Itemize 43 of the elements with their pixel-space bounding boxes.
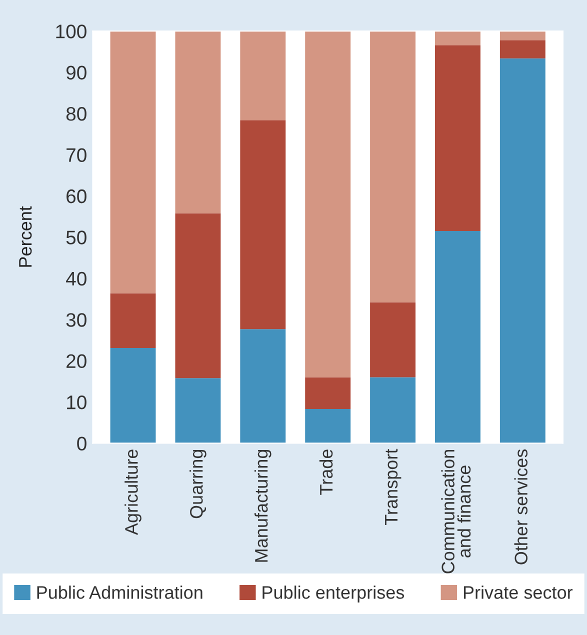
bar bbox=[305, 31, 351, 378]
x-tick-label: Transport bbox=[385, 448, 402, 525]
x-tick-label: Agriculture bbox=[124, 450, 142, 536]
bar bbox=[240, 329, 286, 444]
bar bbox=[370, 31, 416, 302]
bar bbox=[370, 302, 416, 378]
x-tick-label: Manufacturing bbox=[254, 450, 272, 562]
y-tick-label: 70 bbox=[66, 148, 86, 162]
y-tick-label: 100 bbox=[56, 24, 86, 38]
bar bbox=[240, 120, 286, 330]
bar bbox=[500, 40, 546, 58]
y-tick-label: 60 bbox=[66, 189, 86, 204]
bar bbox=[305, 409, 351, 444]
x-tick-label: Quarring bbox=[190, 450, 206, 518]
bar bbox=[434, 31, 480, 46]
x-tick-label: Trade bbox=[319, 450, 333, 495]
bar bbox=[434, 230, 480, 444]
y-tick-label: 50 bbox=[66, 230, 86, 244]
bar bbox=[110, 293, 156, 348]
y-tick-label: 10 bbox=[67, 395, 86, 410]
legend-label: Private sector bbox=[464, 586, 573, 599]
bar bbox=[110, 348, 156, 444]
y-tick-label: 80 bbox=[66, 107, 86, 121]
x-tick-label: Other services bbox=[514, 449, 528, 564]
bar bbox=[110, 31, 156, 294]
bar bbox=[305, 377, 351, 410]
y-tick-label: 20 bbox=[66, 354, 86, 368]
y-tick-label: 40 bbox=[66, 272, 86, 286]
bar bbox=[175, 378, 221, 444]
y-tick-label: 90 bbox=[66, 66, 86, 80]
bar bbox=[175, 213, 221, 378]
legend-label: Public enterprises bbox=[262, 586, 404, 602]
legend-label: Public Administration bbox=[37, 586, 202, 599]
y-axis-title: Percent bbox=[19, 206, 32, 267]
bar bbox=[500, 31, 546, 40]
x-tick-label: Communication and finance bbox=[441, 450, 471, 574]
bar bbox=[434, 45, 480, 231]
y-tick-label: 0 bbox=[77, 436, 86, 450]
bar bbox=[370, 377, 416, 444]
bar bbox=[240, 31, 286, 120]
bar bbox=[500, 58, 546, 444]
bar bbox=[175, 31, 221, 214]
y-tick-label: 30 bbox=[66, 313, 86, 327]
